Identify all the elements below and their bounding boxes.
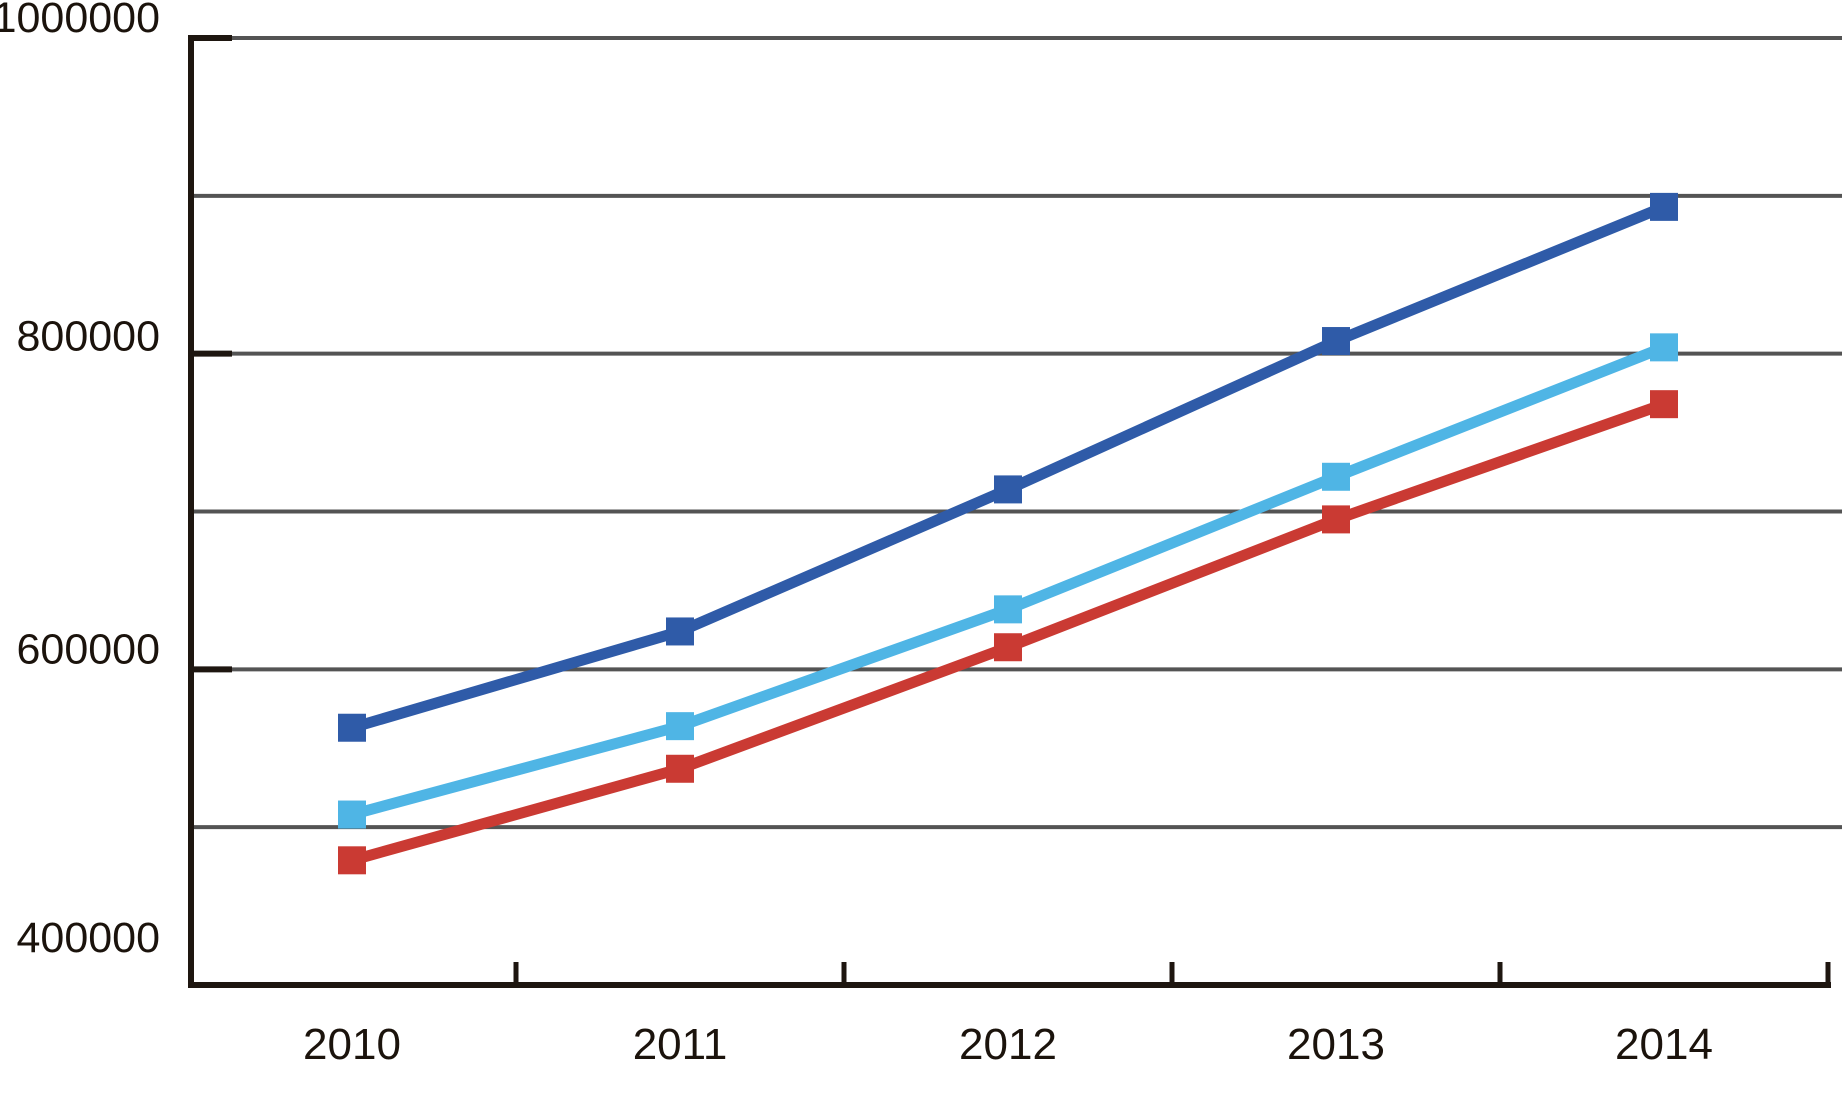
x-axis-label: 2010 — [303, 1020, 401, 1069]
y-axis-label: 800000 — [17, 313, 161, 361]
marker-dark-blue-2010 — [338, 713, 366, 742]
marker-dark-blue-2012 — [994, 475, 1022, 504]
marker-dark-blue-2011 — [666, 617, 694, 646]
marker-dark-blue-2013 — [1322, 327, 1350, 356]
x-axis-label: 2012 — [959, 1020, 1057, 1069]
marker-light-blue-2011 — [666, 712, 694, 741]
y-axis-label: 1000000 — [0, 0, 160, 42]
marker-red-2010 — [338, 846, 366, 875]
marker-light-blue-2014 — [1650, 333, 1678, 362]
marker-dark-blue-2014 — [1650, 192, 1678, 221]
x-axis-label: 2014 — [1615, 1020, 1713, 1069]
marker-red-2011 — [666, 754, 694, 783]
y-axis-label: 600000 — [17, 625, 161, 673]
y-axis-label: 400000 — [17, 914, 161, 962]
marker-light-blue-2012 — [994, 595, 1022, 624]
x-axis-label: 2011 — [633, 1020, 728, 1069]
marker-red-2013 — [1322, 505, 1350, 534]
marker-red-2012 — [994, 633, 1022, 662]
marker-light-blue-2013 — [1322, 462, 1350, 491]
x-axis-label: 2013 — [1287, 1020, 1385, 1069]
marker-red-2014 — [1650, 390, 1678, 419]
marker-light-blue-2010 — [338, 800, 366, 829]
